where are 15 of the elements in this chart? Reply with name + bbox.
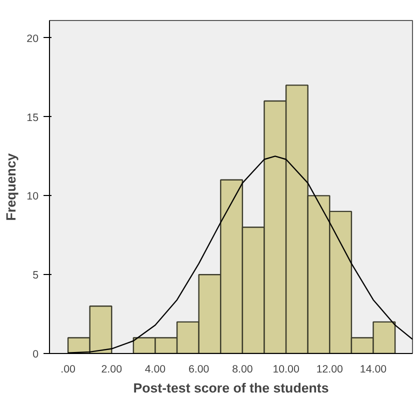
y-tick-label: 20 <box>26 32 39 45</box>
x-tick-label: 6.00 <box>188 364 210 376</box>
x-axis-title: Post-test score of the students <box>133 380 329 396</box>
y-tick-label: 0 <box>32 348 39 360</box>
x-tick-label: 4.00 <box>144 364 166 376</box>
x-tick-label: 2.00 <box>101 364 122 376</box>
x-tick-label: 14.00 <box>360 364 387 376</box>
y-tick-label: 5 <box>32 270 39 282</box>
x-tick-label: 10.00 <box>272 364 300 376</box>
y-tick-label: 10 <box>26 190 39 203</box>
y-axis-title: Frequency <box>4 152 19 221</box>
x-tick-label: 12.00 <box>316 364 344 376</box>
x-tick-label: .00 <box>60 364 76 376</box>
y-tick-label: 15 <box>26 112 39 124</box>
x-tick-label: 8.00 <box>232 364 253 376</box>
